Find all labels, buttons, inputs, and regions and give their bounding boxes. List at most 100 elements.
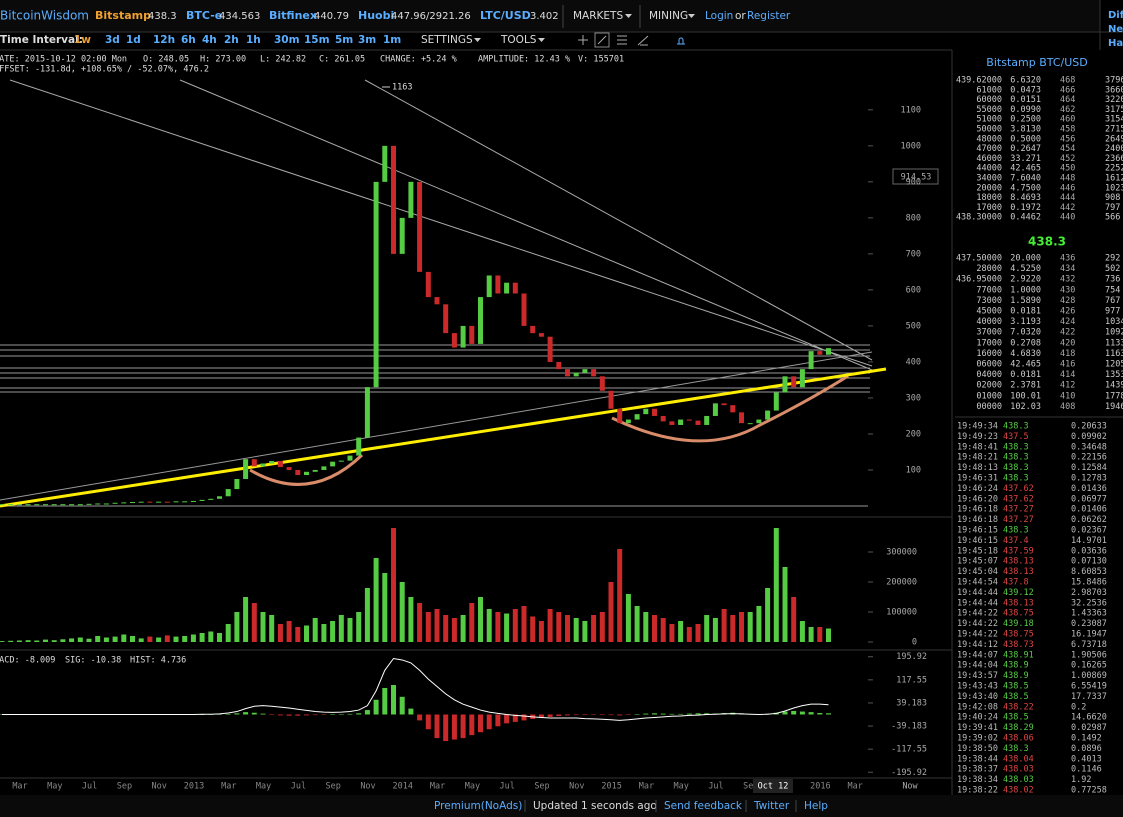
x-tick-label: Jul	[291, 782, 306, 792]
interval[interactable]: 5m	[335, 34, 353, 46]
footer-link[interactable]: Twitter	[753, 800, 790, 812]
macd-hist	[382, 687, 388, 715]
orderbook-cell: 420	[1060, 338, 1075, 348]
interval[interactable]: 12h	[153, 34, 175, 46]
volume-bar	[591, 615, 597, 642]
x-tick-label: Sep	[743, 782, 758, 792]
toolbar-menu[interactable]: TOOLS	[500, 34, 537, 46]
trade-amount: 0.2	[1071, 702, 1086, 712]
exchange-name[interactable]: Bitstamp	[95, 9, 151, 22]
toolbar-menu[interactable]: SETTINGS	[421, 34, 473, 46]
trade-time: 19:46:31	[957, 474, 998, 484]
orderbook-cell: 60000	[976, 95, 1002, 105]
volume-bar	[704, 615, 710, 642]
exchange-name[interactable]: BTC-e	[186, 9, 222, 22]
candle	[34, 504, 40, 506]
trade-price: 438.03	[1003, 765, 1034, 775]
x-tick-label: Jul	[500, 782, 515, 792]
trade-price: 438.02	[1003, 786, 1034, 796]
macd-hist	[304, 714, 309, 716]
orderbook-cell: 3154	[1105, 115, 1123, 125]
side-link[interactable]: Ne	[1108, 24, 1123, 35]
icon-hlines[interactable]	[617, 35, 627, 45]
candle	[591, 369, 597, 377]
trend-line	[364, 79, 873, 361]
macd-hist	[295, 714, 301, 716]
candle	[486, 275, 492, 298]
tool-icons[interactable]	[578, 32, 685, 48]
exchange-name[interactable]: Bitfinex	[269, 9, 317, 22]
macd-hist	[582, 714, 588, 716]
icon-pen[interactable]	[637, 35, 649, 46]
trade-price: 438.73	[1003, 640, 1034, 650]
cursor-price: 914.53	[901, 173, 932, 183]
volume-bar	[138, 638, 144, 642]
candle	[0, 504, 5, 506]
macd-hist	[556, 714, 562, 716]
candle	[521, 293, 527, 326]
candle	[234, 478, 240, 490]
trade-time: 19:46:18	[957, 515, 998, 525]
orderbook-cell: 17000	[976, 203, 1002, 213]
interval[interactable]: 15m	[304, 34, 330, 46]
register-link[interactable]: Register	[747, 10, 791, 22]
interval[interactable]: 4h	[202, 34, 217, 46]
brand[interactable]: BitcoinWisdom	[0, 9, 89, 23]
trade-time: 19:46:18	[957, 505, 998, 515]
trade-price: 438.29	[1003, 723, 1034, 733]
macd-hist	[521, 714, 527, 721]
exchange-name[interactable]: LTC/USD	[480, 9, 531, 22]
icon-alert[interactable]	[677, 37, 685, 45]
footer-link[interactable]: Premium(NoAds)	[434, 800, 522, 812]
interval[interactable]: 3m	[358, 34, 376, 46]
info-item: C: 261.05	[319, 55, 365, 65]
icon-line[interactable]	[597, 35, 607, 45]
volume-bar	[147, 636, 153, 642]
login-link[interactable]: Login	[705, 10, 733, 22]
interval[interactable]: 30m	[274, 34, 300, 46]
volume-bar	[486, 609, 492, 642]
volume-bar	[599, 612, 605, 642]
orderbook-cell: 06000	[976, 360, 1002, 370]
footer-link[interactable]: Send feedback	[664, 800, 743, 812]
candle	[765, 410, 771, 420]
macd-hist	[347, 713, 353, 715]
menu[interactable]: MINING	[649, 10, 688, 22]
y-tick-label: 195.92	[896, 652, 927, 662]
orderbook-cell: 40000	[976, 317, 1002, 327]
orderbook-cell: 502	[1105, 264, 1120, 274]
orderbook-cell: 2366	[1105, 154, 1123, 164]
exchange-name[interactable]: Huobi	[358, 9, 394, 22]
x-tick-label: 2015	[601, 782, 621, 792]
volume-bar	[660, 618, 666, 642]
trade-price: 438.3	[1003, 463, 1029, 473]
candle	[660, 415, 666, 422]
candle	[95, 503, 101, 505]
candle	[382, 145, 388, 182]
trade-price: 438.3	[1003, 526, 1029, 536]
side-link[interactable]: Ha	[1108, 38, 1123, 49]
trade-amount: 0.16265	[1071, 661, 1107, 671]
interval[interactable]: 6h	[181, 34, 196, 46]
orderbook-cell: 16000	[976, 349, 1002, 359]
interval[interactable]: 1d	[126, 34, 141, 46]
orderbook-cell: 418	[1060, 349, 1075, 359]
icon-crosshair[interactable]	[578, 35, 588, 45]
interval[interactable]: 1w	[74, 34, 91, 46]
volume-bar	[756, 606, 762, 642]
volume-bar	[321, 624, 327, 642]
trade-time: 19:44:22	[957, 609, 998, 619]
menu[interactable]: MARKETS	[573, 10, 623, 22]
candle	[773, 392, 779, 411]
interval[interactable]: 2h	[224, 34, 239, 46]
interval[interactable]: 1m	[383, 34, 401, 46]
footer-link[interactable]: Help	[804, 800, 828, 812]
orderbook-cell: 0.0473	[1010, 85, 1041, 95]
interval[interactable]: 3d	[105, 34, 120, 46]
interval[interactable]: 1h	[246, 34, 261, 46]
trade-amount: 0.1492	[1071, 734, 1102, 744]
trade-price: 438.3	[1003, 474, 1029, 484]
side-link[interactable]: Dif	[1108, 10, 1123, 21]
trade-amount: 15.8486	[1071, 578, 1107, 588]
icon-line-box[interactable]	[594, 32, 610, 48]
